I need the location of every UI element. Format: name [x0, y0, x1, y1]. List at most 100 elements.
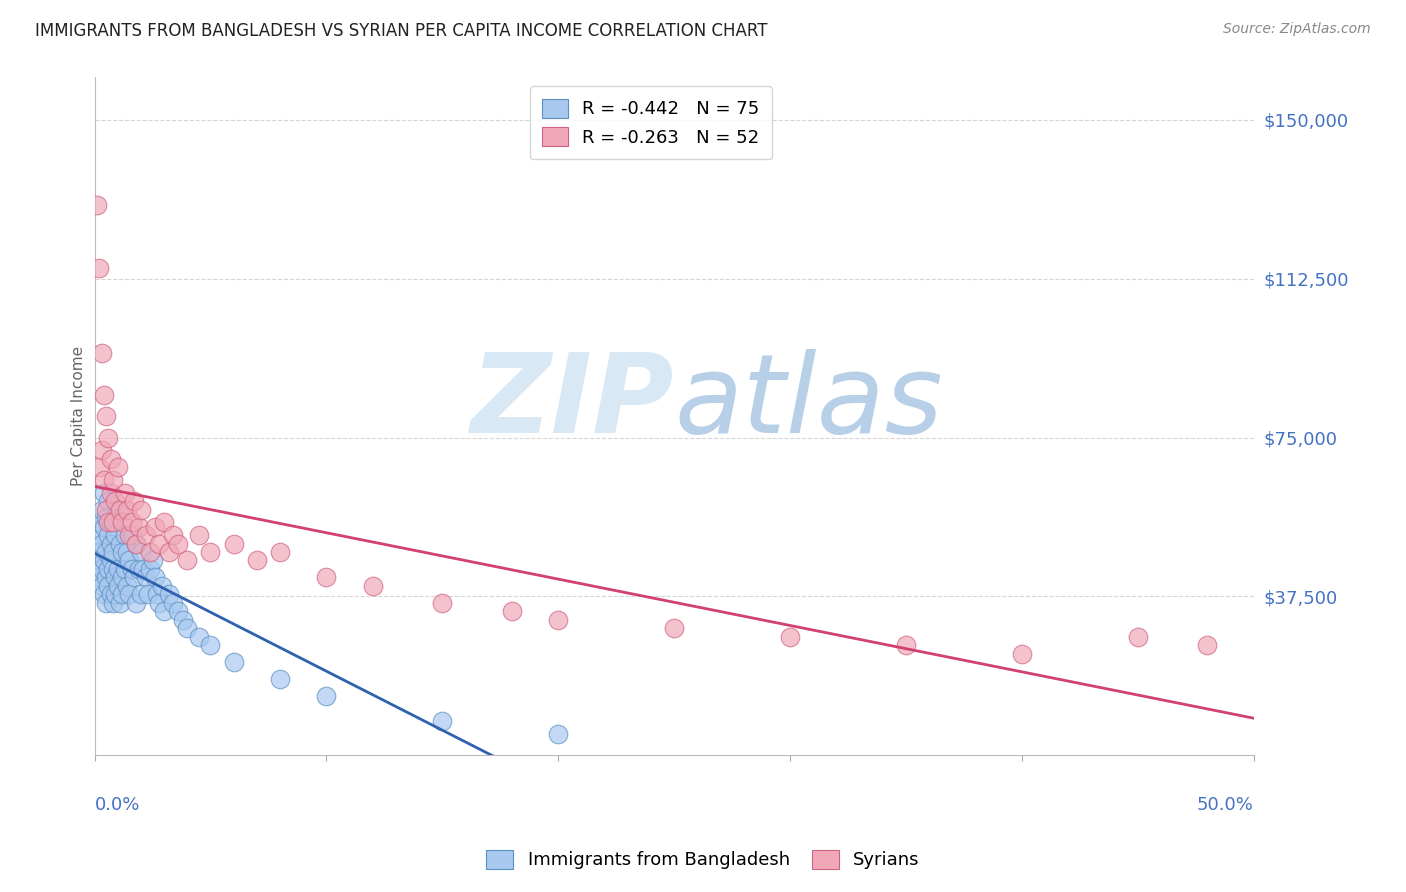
Point	[162, 596, 184, 610]
Text: atlas: atlas	[673, 350, 942, 457]
Point	[97, 528, 120, 542]
Point	[96, 570, 118, 584]
Point	[97, 579, 120, 593]
Point	[135, 528, 157, 542]
Text: ZIP: ZIP	[471, 350, 673, 457]
Point	[111, 570, 134, 584]
Point	[121, 516, 143, 530]
Point	[141, 553, 163, 567]
Point	[143, 519, 166, 533]
Point	[115, 579, 138, 593]
Point	[86, 197, 108, 211]
Point	[115, 502, 138, 516]
Point	[547, 613, 569, 627]
Point	[187, 528, 209, 542]
Point	[139, 545, 162, 559]
Point	[222, 655, 245, 669]
Point	[128, 562, 150, 576]
Point	[108, 596, 131, 610]
Point	[146, 587, 169, 601]
Point	[187, 630, 209, 644]
Point	[121, 528, 143, 542]
Point	[89, 261, 111, 276]
Point	[148, 536, 170, 550]
Point	[101, 562, 124, 576]
Point	[107, 460, 129, 475]
Y-axis label: Per Capita Income: Per Capita Income	[72, 346, 86, 486]
Point	[96, 545, 118, 559]
Point	[157, 587, 180, 601]
Point	[104, 570, 127, 584]
Point	[96, 596, 118, 610]
Point	[167, 604, 190, 618]
Point	[90, 536, 112, 550]
Point	[136, 587, 159, 601]
Point	[157, 545, 180, 559]
Point	[200, 638, 222, 652]
Point	[93, 473, 115, 487]
Point	[86, 528, 108, 542]
Point	[246, 553, 269, 567]
Legend: R = -0.442   N = 75, R = -0.263   N = 52: R = -0.442 N = 75, R = -0.263 N = 52	[530, 87, 772, 160]
Point	[894, 638, 917, 652]
Point	[269, 672, 291, 686]
Point	[129, 502, 152, 516]
Point	[89, 460, 111, 475]
Point	[135, 570, 157, 584]
Point	[315, 689, 337, 703]
Point	[111, 545, 134, 559]
Point	[90, 579, 112, 593]
Point	[122, 570, 145, 584]
Point	[129, 587, 152, 601]
Point	[96, 409, 118, 424]
Point	[100, 553, 122, 567]
Point	[111, 587, 134, 601]
Point	[125, 596, 148, 610]
Point	[118, 528, 141, 542]
Point	[107, 502, 129, 516]
Point	[93, 485, 115, 500]
Point	[153, 516, 176, 530]
Point	[153, 604, 176, 618]
Point	[143, 570, 166, 584]
Point	[89, 570, 111, 584]
Text: 0.0%: 0.0%	[94, 796, 141, 814]
Point	[361, 579, 384, 593]
Point	[108, 502, 131, 516]
Point	[1011, 647, 1033, 661]
Point	[104, 528, 127, 542]
Point	[100, 587, 122, 601]
Point	[662, 621, 685, 635]
Point	[1197, 638, 1219, 652]
Point	[315, 570, 337, 584]
Point	[90, 562, 112, 576]
Point	[93, 519, 115, 533]
Point	[176, 553, 198, 567]
Point	[107, 562, 129, 576]
Point	[108, 536, 131, 550]
Text: 50.0%: 50.0%	[1197, 796, 1254, 814]
Point	[114, 562, 136, 576]
Point	[97, 516, 120, 530]
Point	[129, 545, 152, 559]
Point	[97, 431, 120, 445]
Point	[114, 485, 136, 500]
Point	[101, 516, 124, 530]
Point	[93, 553, 115, 567]
Point	[172, 613, 194, 627]
Point	[93, 388, 115, 402]
Text: Source: ZipAtlas.com: Source: ZipAtlas.com	[1223, 22, 1371, 37]
Point	[125, 536, 148, 550]
Point	[139, 562, 162, 576]
Point	[104, 494, 127, 508]
Point	[547, 727, 569, 741]
Point	[167, 536, 190, 550]
Point	[101, 545, 124, 559]
Point	[100, 451, 122, 466]
Point	[122, 494, 145, 508]
Point	[162, 528, 184, 542]
Point	[100, 536, 122, 550]
Point	[1126, 630, 1149, 644]
Point	[96, 502, 118, 516]
Point	[101, 473, 124, 487]
